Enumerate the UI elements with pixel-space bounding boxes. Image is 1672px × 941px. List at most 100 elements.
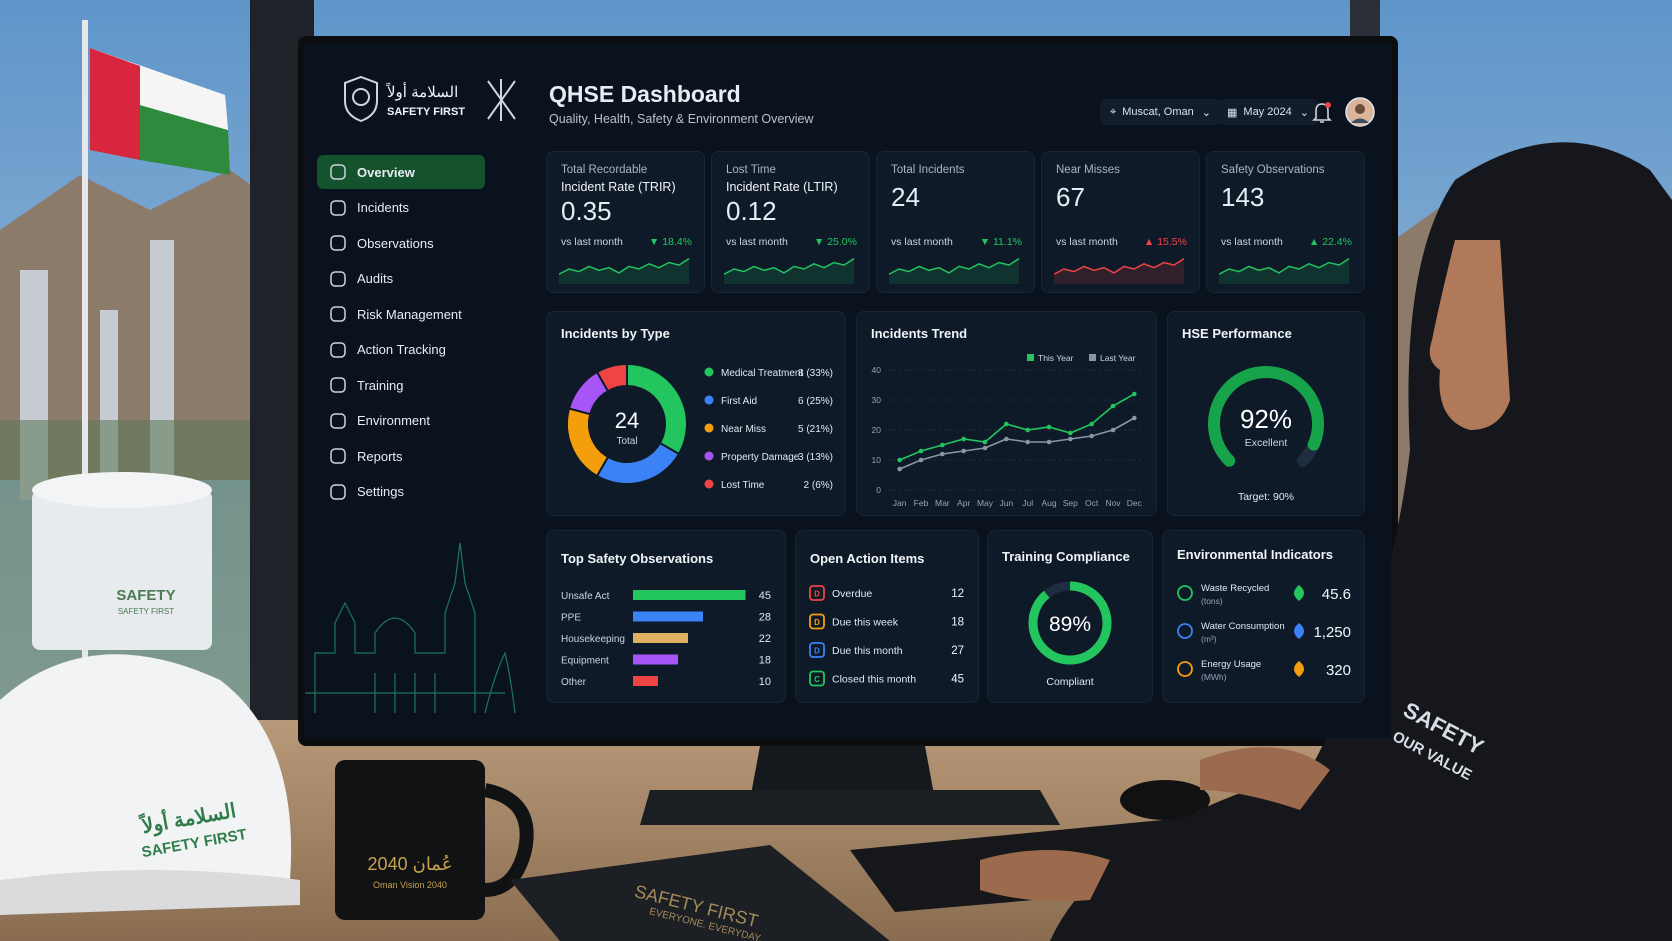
env-value-icon (1294, 585, 1304, 601)
kpi-value: 24 (891, 182, 920, 212)
trend-point (982, 439, 988, 445)
trend-point (1068, 436, 1073, 442)
kpi-value: 67 (1056, 182, 1085, 212)
notifications[interactable] (1311, 101, 1333, 125)
legend-swatch (1027, 354, 1034, 361)
bar-label: PPE (561, 613, 581, 624)
legend-label: First Aid (721, 396, 757, 407)
nav-item[interactable]: Overview (317, 155, 485, 189)
sparkline-area (559, 258, 689, 284)
action-label: Due this month (832, 645, 903, 657)
legend-label: Property Damage (721, 452, 800, 463)
legend-value: 5 (21%) (798, 424, 833, 435)
environment-panel: Environmental Indicators Waste Recycled (… (1162, 530, 1365, 703)
action-icon (809, 613, 825, 630)
kpi-card: Safety Observations 143 vs last month ▲ 22.… (1206, 151, 1365, 293)
nav-item[interactable]: Action Tracking (317, 333, 485, 367)
kpi-card: Total Incidents 24 vs last month ▼ 11.1% (876, 151, 1035, 293)
action-icon-letter: C (814, 675, 820, 684)
action-count: 18 (951, 617, 964, 629)
donut-total: 24 (615, 408, 639, 433)
nav-item[interactable]: Environment (317, 404, 485, 438)
brand-arabic: السلامة أولاً (385, 82, 458, 101)
action-icon (809, 585, 825, 601)
kpi-compare: vs last month (561, 236, 623, 248)
ring-label: 89% (1049, 613, 1091, 636)
environment-list: Waste Recycled (tons) 45.6 Water Consumptio… (1177, 583, 1351, 682)
x-tick-label: Jan (893, 498, 907, 508)
legend-label: Near Miss (721, 424, 766, 435)
nav-item[interactable]: Settings (317, 475, 485, 509)
env-icon (1177, 585, 1193, 601)
bar-value: 22 (759, 633, 771, 645)
period-text: May 2024 (1243, 106, 1292, 118)
nav-item[interactable]: Incidents (317, 191, 485, 225)
panel-title: Environmental Indicators (1177, 547, 1334, 562)
notebook: SAFETY FIRST EVERYONE. EVERYDAY. (510, 845, 890, 941)
trend-point (1025, 427, 1030, 433)
nav-item[interactable]: Training (317, 368, 485, 402)
donut-segment (595, 441, 681, 485)
bar-label: Equipment (561, 656, 609, 667)
nav-item[interactable]: Audits (317, 262, 485, 296)
page-title: QHSE Dashboard (549, 81, 741, 107)
kpi-label: Incident Rate (LTIR) (726, 180, 838, 194)
action-label: Closed this month (832, 674, 916, 686)
kpi-value: 0.35 (561, 196, 612, 226)
nav-label: Reports (357, 448, 403, 464)
trend-point (1132, 415, 1137, 421)
trend-point (897, 466, 902, 472)
tank-text: SAFETY (116, 587, 175, 604)
y-tick-label: 10 (872, 455, 882, 465)
nav-label: Environment (357, 413, 430, 428)
kpi-change: ▲ 22.4% (1308, 236, 1352, 248)
user-avatar[interactable] (1345, 97, 1375, 127)
flag (90, 48, 230, 175)
nav-label: Overview (357, 164, 415, 180)
trend-point (1110, 427, 1116, 433)
nav-icon (330, 377, 346, 393)
env-label: Waste Recycled (1201, 583, 1269, 594)
period-selector[interactable]: ▦ May 2024 ⌄ (1217, 99, 1319, 125)
nav-icon (330, 412, 346, 429)
legend-swatch (1089, 354, 1096, 361)
sparkline (724, 257, 855, 284)
icon-shape (330, 199, 346, 216)
bar (633, 654, 678, 665)
x-tick-label: Nov (1105, 498, 1121, 508)
sparkline-line (889, 257, 1020, 275)
action-label: Due this week (832, 617, 899, 629)
kpi-change: ▼ 11.1% (979, 236, 1022, 248)
x-tick-label: Mar (935, 498, 950, 508)
location-selector[interactable]: ⌖ Muscat, Oman ⌄ (1100, 99, 1221, 125)
bar (633, 676, 658, 686)
nav-item[interactable]: Observations (317, 226, 485, 260)
nav-item[interactable]: Reports (317, 439, 485, 473)
kpi-compare: vs last month (1221, 236, 1283, 248)
tank-text: SAFETY FIRST (118, 607, 174, 616)
x-tick-label: Sep (1063, 498, 1078, 508)
kpi-label: Near Misses (1056, 164, 1120, 176)
location-text: Muscat, Oman (1122, 106, 1194, 118)
icon-shape (330, 235, 346, 251)
action-count: 27 (951, 645, 964, 657)
legend-value: 2 (6%) (804, 480, 833, 491)
legend-label: Lost Time (721, 480, 765, 491)
kpi-card: Near Misses 67 vs last month ▲ 15.5% (1041, 151, 1200, 293)
kpi-change: ▲ 15.5% (1143, 236, 1187, 248)
action-icon (809, 670, 825, 687)
action-icon-letter: D (814, 647, 820, 656)
trend-point (1068, 430, 1073, 436)
sparkline-area (1219, 258, 1349, 284)
nav-item[interactable]: Risk Management (317, 297, 485, 331)
x-tick-label: Jun (999, 498, 1013, 508)
kpi-compare: vs last month (891, 236, 953, 248)
env-value: 320 (1326, 662, 1351, 679)
action-list: D Overdue 12 D Due this week 18 D Due this mont… (809, 585, 964, 687)
trend-point (897, 457, 902, 463)
monitor-base (640, 790, 1060, 825)
env-value-icon (1294, 661, 1304, 677)
nav-icon (330, 341, 346, 358)
trend-point (1004, 421, 1009, 427)
